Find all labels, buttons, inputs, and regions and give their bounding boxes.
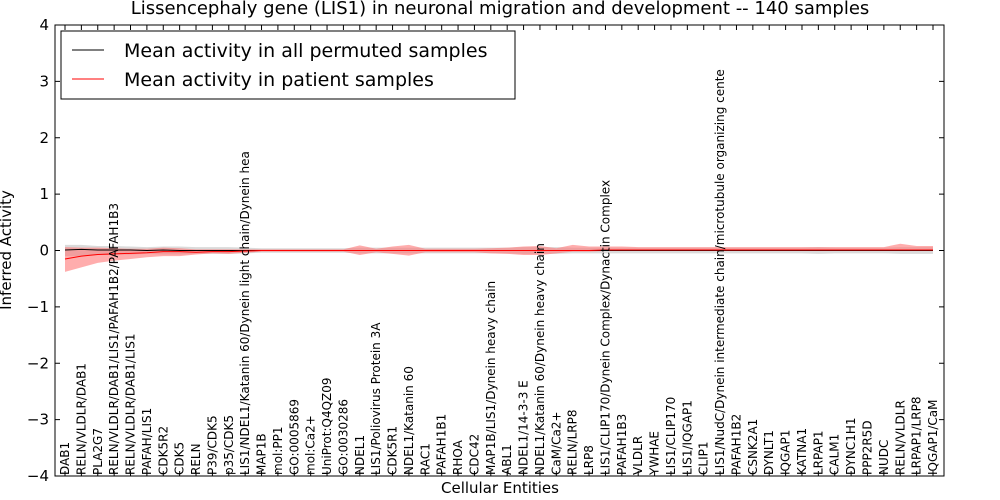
y-tick-label: −4 [27, 467, 49, 485]
x-tick-label: PAFAH1B1 [435, 414, 449, 475]
x-tick-label: PAFAH1B2 [729, 414, 743, 475]
x-tick-label: IQGAP1 [779, 430, 793, 475]
x-tick-label: NDEL1/Katanin 60/Dynein heavy chain [533, 243, 547, 475]
x-tick-label: p35/CDK5 [222, 415, 236, 475]
x-tick-label: RELN/VLDLR [893, 400, 907, 475]
x-tick-label: mol:Ca2+ [304, 415, 318, 475]
x-tick-label: RHOA [451, 439, 465, 475]
y-tick-label: −2 [27, 354, 49, 372]
x-tick-label: RELN/VLDLR/DAB1/LIS1 [124, 334, 138, 475]
x-tick-label: LRPAP1 [811, 430, 825, 475]
x-tick-label: GO:0005869 [287, 399, 301, 475]
y-axis-title: Inferred Activity [0, 190, 15, 310]
x-tick-label: NUDC [877, 440, 891, 475]
x-tick-label: YWHAE [648, 431, 662, 476]
x-axis: DAB1 RELN/VLDLR/DAB1 PLA2G7 RELN/VLDLR/DAB1… [58, 25, 940, 476]
y-tick-label: −3 [27, 411, 49, 429]
y-axis: −4 −3 −2 −1 0 1 2 3 4 [27, 16, 944, 485]
x-tick-label: LRPAP1/LRP8 [910, 396, 924, 475]
x-tick-label: LIS1/Poliovirus Protein 3A [369, 322, 383, 475]
x-tick-label: NDEL1/14-3-3 E [517, 380, 531, 475]
x-tick-label: NDEL1 [353, 435, 367, 475]
x-tick-label: P39/CDK5 [205, 415, 219, 475]
legend-box [60, 30, 516, 100]
x-tick-label: UniProt:Q4QZ09 [320, 377, 334, 475]
x-tick-label: LIS1/CLIP170/Dynein Complex/Dynactin Com… [598, 180, 612, 475]
x-tick-label: CaM/Ca2+ [549, 411, 563, 475]
x-tick-label: CLIP1 [697, 442, 711, 475]
x-tick-label: CDK5R1 [386, 426, 400, 475]
y-tick-label: 2 [39, 129, 49, 147]
x-tick-label: RELN/LRP8 [566, 409, 580, 475]
x-tick-label: CDK5R2 [156, 426, 170, 475]
x-tick-label: MAP1B/LIS1/Dynein heavy chain [484, 281, 498, 475]
x-tick-label: RAC1 [418, 443, 432, 475]
chart-title: Lissencephaly gene (LIS1) in neuronal mi… [131, 0, 870, 19]
x-tick-label: NDEL1/Katanin 60 [402, 366, 416, 475]
x-tick-label: CSNK2A1 [746, 419, 760, 475]
x-tick-label: CALM1 [828, 434, 842, 475]
legend-label-patient: Mean activity in patient samples [124, 69, 434, 91]
x-tick-label: PAFAH/LIS1 [140, 408, 154, 475]
x-tick-label: mol:PP1 [271, 426, 285, 475]
x-tick-label: DYNLT1 [762, 430, 776, 475]
x-tick-label: RELN [189, 443, 203, 475]
x-tick-label: PAFAH1B3 [615, 414, 629, 475]
x-tick-label: RELN/VLDLR/DAB1/LIS1/PAFAH1B2/PAFAH1B3 [107, 203, 121, 475]
x-tick-label: DAB1 [58, 442, 72, 475]
x-tick-label: CDK5 [173, 442, 187, 475]
x-tick-label: DYNC1H1 [844, 417, 858, 475]
y-tick-label: −1 [27, 298, 49, 316]
x-tick-label: VLDLR [631, 436, 645, 475]
x-tick-label: KATNA1 [795, 428, 809, 475]
series-line-patient [64, 249, 933, 260]
x-tick-label: PPP2R5D [860, 420, 874, 475]
x-tick-label: PLA2G7 [91, 428, 105, 475]
y-tick-label: 4 [39, 16, 49, 34]
x-tick-label: LIS1/NudC/Dynein intermediate chain/micr… [713, 69, 727, 475]
series-lines [64, 248, 933, 260]
x-tick-label: LRP8 [582, 445, 596, 475]
legend-label-permuted: Mean activity in all permuted samples [124, 40, 487, 62]
x-tick-label: LIS1/CLIP170 [664, 397, 678, 475]
x-axis-title: Cellular Entities [441, 479, 559, 497]
x-tick-label: LIS1/NDEL1/Katanin 60/Dynein light chain… [238, 151, 252, 475]
x-tick-label: MAP1B [255, 433, 269, 475]
x-tick-label: GO:0030286 [336, 399, 350, 475]
y-tick-label: 0 [39, 242, 49, 260]
x-tick-label: LIS1/IQGAP1 [680, 400, 694, 475]
x-tick-label: ABL1 [500, 444, 514, 475]
y-tick-label: 3 [39, 72, 49, 90]
legend: Mean activity in all permuted samples Me… [60, 30, 516, 100]
confidence-bands [65, 243, 933, 272]
x-tick-label: IQGAP1/CaM [926, 400, 940, 476]
y-tick-label: 1 [39, 185, 49, 203]
x-tick-label: CDC42 [467, 434, 481, 475]
x-tick-label: RELN/VLDLR/DAB1 [74, 363, 88, 475]
